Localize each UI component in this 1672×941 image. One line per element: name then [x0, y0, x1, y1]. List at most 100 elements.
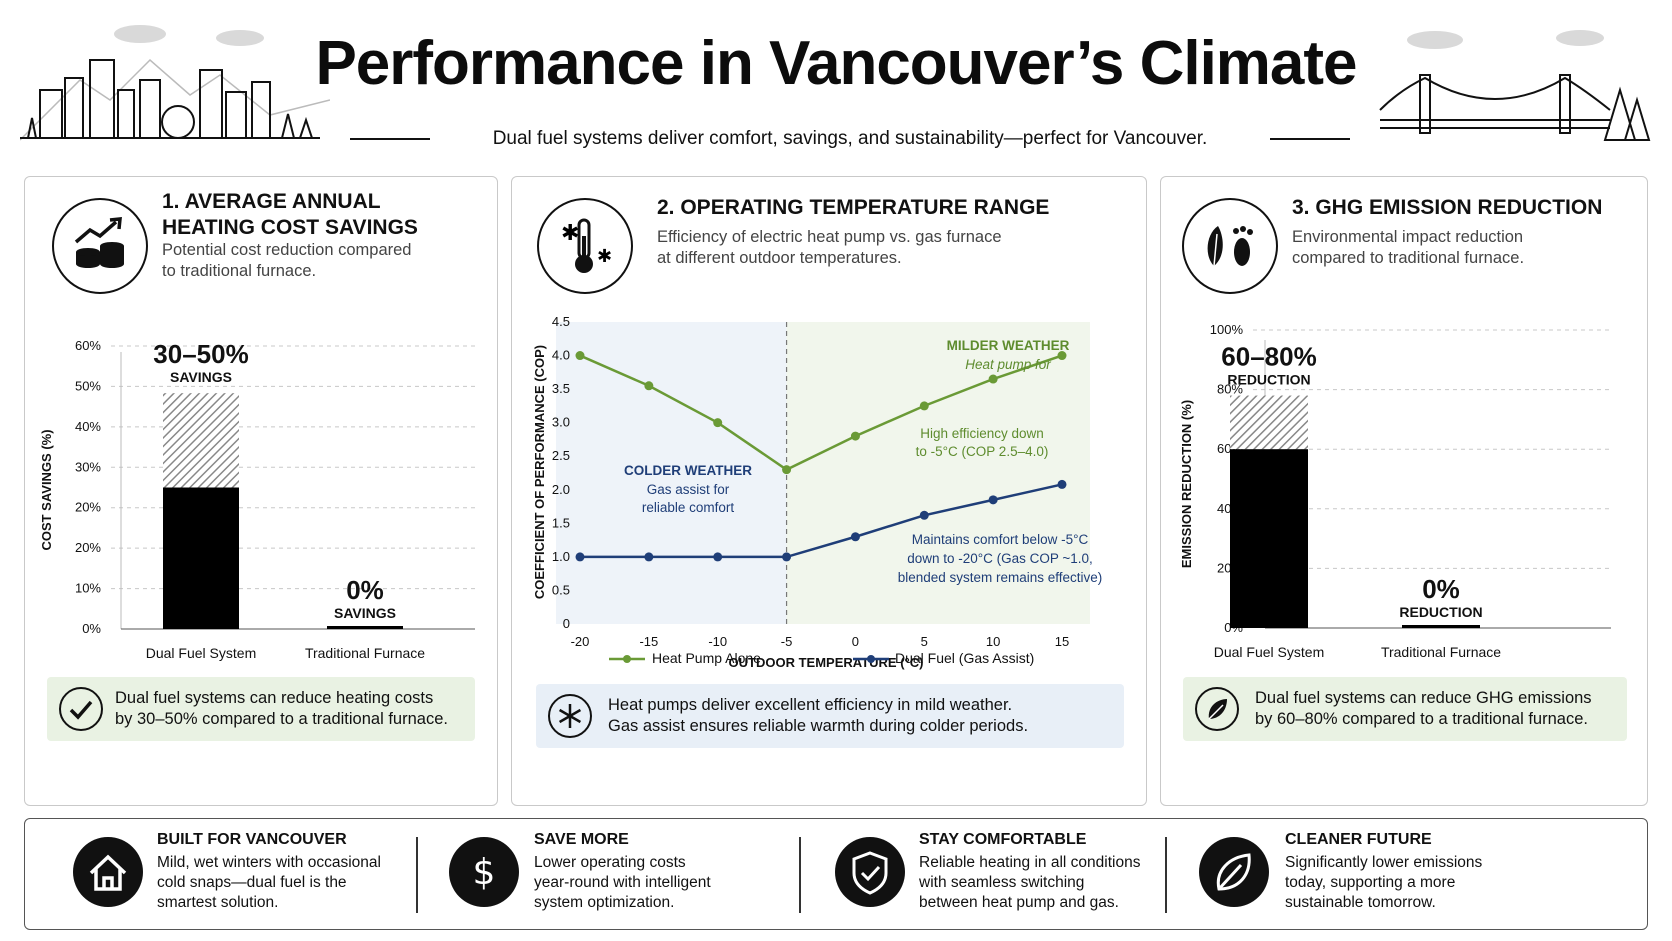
data-point	[575, 552, 585, 562]
snowflake-icon	[548, 694, 592, 738]
y-tick-label: 30%	[75, 459, 101, 474]
y-tick-label: 4.5	[552, 314, 570, 329]
data-point	[919, 510, 929, 520]
data-point	[988, 374, 998, 384]
data-point	[919, 401, 929, 411]
emissions-callout: Dual fuel systems can reduce GHG emissio…	[1183, 677, 1627, 741]
svg-text:✱: ✱	[561, 221, 579, 246]
subtitle-rule-left	[350, 138, 430, 140]
data-point	[644, 552, 654, 562]
bar-0	[1230, 449, 1308, 628]
bar-0	[163, 487, 239, 629]
svg-text:$: $	[473, 852, 496, 893]
category-label: Traditional Furnace	[1381, 644, 1501, 660]
header: Performance in Vancouver’s Climate Dual …	[0, 0, 1672, 165]
y-tick-label: 0.5	[552, 582, 570, 597]
y-tick-label: 1.5	[552, 515, 570, 530]
data-point	[575, 351, 585, 361]
dollar-icon: $	[449, 837, 519, 907]
category-label: Traditional Furnace	[305, 645, 425, 661]
bar-range-0	[163, 393, 239, 488]
x-tick-label: 15	[1055, 634, 1069, 649]
series-line-0	[579, 354, 1063, 472]
bar-value-label: 30–50%	[153, 339, 248, 369]
callout-text: Heat pumps deliver excellent efficiency …	[608, 696, 1029, 735]
footer-benefits: BUILT FOR VANCOUVER Mild, wet winters wi…	[24, 818, 1648, 930]
benefit-text: Lower operating costs year-round with int…	[534, 854, 711, 911]
svg-text:reliable comfort: reliable comfort	[642, 500, 735, 515]
y-tick-label: 20%	[75, 500, 101, 515]
legend-swatch-heat-pump	[609, 655, 645, 663]
data-point	[1057, 351, 1067, 361]
x-tick-label: -15	[639, 634, 658, 649]
panel-title: 2. OPERATING TEMPERATURE RANGE	[657, 196, 1050, 219]
svg-text:Gas assist for: Gas assist for	[647, 482, 730, 497]
subtitle-rule-right	[1270, 138, 1350, 140]
callout-text: Dual fuel systems can reduce heating cos…	[115, 689, 448, 728]
y-tick-label: 1.0	[552, 549, 570, 564]
svg-text:blended system remains effecti: blended system remains effective)	[898, 570, 1103, 585]
y-tick-label: 80%	[1217, 382, 1243, 397]
colder-zone-label: COLDER WEATHER Gas assist for reliable c…	[624, 463, 752, 515]
benefit-built-for-vancouver: BUILT FOR VANCOUVER Mild, wet winters wi…	[73, 819, 413, 931]
x-tick-label: 10	[986, 634, 1000, 649]
benefit-text: Significantly lower emissions today, supp…	[1285, 854, 1483, 911]
data-point	[713, 552, 723, 562]
checkmark-icon	[59, 687, 103, 731]
temperature-range-panel: ✱ ✱ 2. OPERATING TEMPERATURE RANGE Effic…	[511, 176, 1147, 806]
emission-reduction-bar-chart: EMISSION REDUCTION (%) 0%20%40%60%80%100…	[1179, 322, 1611, 660]
y-tick-label: 2.0	[552, 482, 570, 497]
cost-savings-panel: 1. AVERAGE ANNUAL HEATING COST SAVINGS P…	[24, 176, 498, 806]
bar-value-label: 60–80%	[1221, 342, 1316, 372]
benefit-title: SAVE MORE	[534, 831, 629, 848]
bar-range-0	[1230, 395, 1308, 450]
y-tick-label: 40%	[75, 419, 101, 434]
svg-text:Heat pump for: Heat pump for	[965, 357, 1051, 372]
milder-zone-label: MILDER WEATHER Heat pump for	[947, 338, 1070, 372]
data-point	[988, 495, 998, 505]
y-tick-label: 3.0	[552, 415, 570, 430]
city-skyline-illustration	[20, 25, 330, 141]
coins-growth-icon	[52, 198, 148, 294]
footer-divider	[1165, 837, 1167, 913]
bar-value-sublabel: REDUCTION	[1227, 372, 1310, 388]
footer-divider	[799, 837, 801, 913]
bar-value-label: 0%	[346, 575, 384, 605]
y-tick-label: 4.0	[552, 348, 570, 363]
y-tick-label: 20%	[75, 540, 101, 555]
svg-text:High efficiency down: High efficiency down	[920, 426, 1044, 441]
bar-value-label: 0%	[1422, 574, 1460, 604]
panel-description: Environmental impact reduction compared …	[1292, 228, 1525, 267]
efficiency-callout: Heat pumps deliver excellent efficiency …	[536, 684, 1124, 748]
svg-text:✱: ✱	[597, 246, 612, 267]
callout-text: Dual fuel systems can reduce GHG emissio…	[1255, 689, 1592, 728]
benefit-title: CLEANER FUTURE	[1285, 831, 1432, 848]
svg-text:to -5°C (COP 2.5–4.0): to -5°C (COP 2.5–4.0)	[916, 444, 1049, 459]
y-tick-label: 10%	[75, 581, 101, 596]
x-tick-label: -20	[571, 634, 590, 649]
y-axis-title: COST SAVINGS (%)	[39, 429, 54, 550]
y-axis-title: COEFFICIENT OF PERFORMANCE (COP)	[532, 345, 547, 599]
y-tick-label: 0	[563, 616, 570, 631]
series-line-1	[580, 483, 1063, 559]
shield-check-icon	[835, 837, 905, 907]
savings-callout: Dual fuel systems can reduce heating cos…	[47, 677, 475, 741]
bar-value-sublabel: REDUCTION	[1399, 604, 1482, 620]
x-tick-label: -10	[708, 634, 727, 649]
dual-fuel-annotation: Maintains comfort below -5°C down to -20…	[898, 532, 1103, 585]
y-tick-label: 100%	[1210, 322, 1244, 337]
benefit-title: BUILT FOR VANCOUVER	[157, 831, 347, 848]
data-point	[713, 418, 723, 428]
benefit-cleaner-future: CLEANER FUTURE Significantly lower emiss…	[1199, 819, 1529, 931]
data-point	[782, 465, 792, 475]
data-point	[782, 552, 792, 562]
legend-swatch-dual-fuel	[853, 655, 889, 663]
svg-text:COLDER WEATHER: COLDER WEATHER	[624, 463, 752, 478]
panel-title: 1. AVERAGE ANNUAL HEATING COST SAVINGS	[162, 190, 418, 239]
y-axis-title: EMISSION REDUCTION (%)	[1179, 400, 1194, 568]
category-label: Dual Fuel System	[146, 645, 256, 661]
cop-line-chart: 0 0.5 1.0 1.5 2.0 2.5 3.0 3.5 4.0 4.5 -20 -15 -10 -5…	[532, 314, 1103, 670]
footprint-leaf-icon	[1182, 198, 1278, 294]
panel-description: Potential cost reduction compared to tra…	[162, 241, 412, 280]
bar-value-sublabel: SAVINGS	[334, 605, 396, 621]
